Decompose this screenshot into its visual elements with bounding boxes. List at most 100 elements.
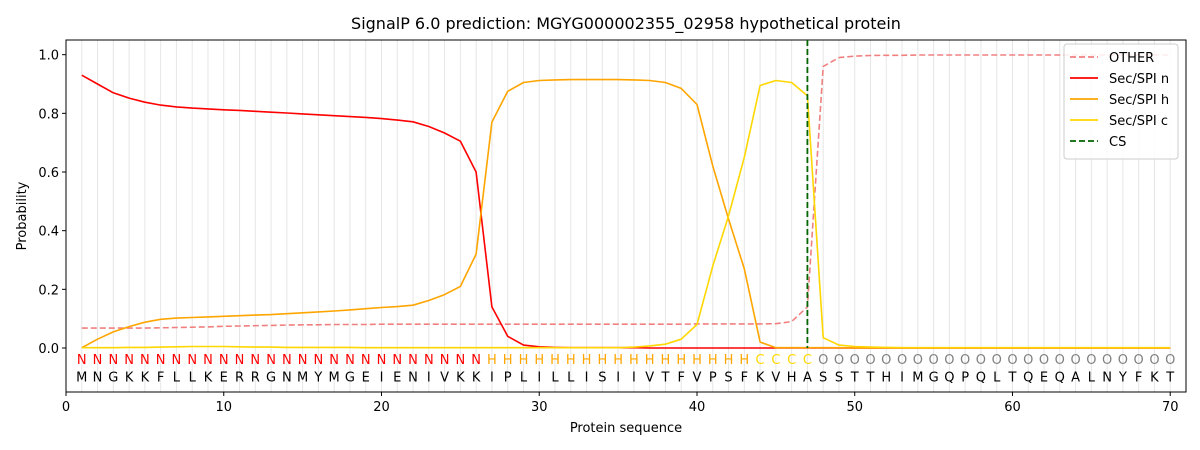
region-label: O	[1070, 353, 1080, 368]
region-label: O	[818, 353, 828, 368]
region-label: O	[1165, 353, 1175, 368]
region-label: O	[944, 353, 954, 368]
series-sec-spi-n	[81, 74, 1171, 349]
legend-box	[1063, 43, 1179, 160]
residue-label: R	[251, 371, 260, 386]
region-label: H	[692, 353, 702, 368]
region-label: N	[329, 353, 339, 368]
residue-label: V	[645, 371, 654, 386]
residue-label: K	[456, 371, 465, 386]
residue-label: E	[1040, 371, 1048, 386]
residue-label: I	[616, 371, 620, 386]
region-label: N	[187, 353, 197, 368]
region-label: O	[834, 353, 844, 368]
region-label: N	[172, 353, 182, 368]
region-label: N	[440, 353, 450, 368]
residue-label: K	[1150, 371, 1159, 386]
residue-label: T	[850, 371, 859, 386]
region-label: O	[865, 353, 875, 368]
residue-label: G	[345, 371, 355, 386]
residue-label: L	[173, 371, 181, 386]
residue-label: M	[297, 371, 308, 386]
region-label: O	[1086, 353, 1096, 368]
region-label: H	[661, 353, 671, 368]
region-label: N	[203, 353, 213, 368]
residue-label: T	[866, 371, 875, 386]
residue-label: L	[1088, 371, 1096, 386]
residue-label: K	[125, 371, 134, 386]
series-other	[81, 54, 1171, 329]
residue-label: T	[1165, 371, 1174, 386]
region-label: N	[377, 353, 387, 368]
region-label: C	[803, 353, 812, 368]
region-label: N	[235, 353, 245, 368]
legend: OTHER Sec/SPI n Sec/SPI h Sec/SPI c CS	[1063, 43, 1179, 160]
region-label: N	[282, 353, 292, 368]
x-tick-label: 40	[689, 400, 706, 415]
residue-label: N	[1102, 371, 1112, 386]
region-label: N	[156, 353, 166, 368]
region-label: O	[1149, 353, 1159, 368]
residue-label: H	[881, 371, 891, 386]
residue-label: N	[282, 371, 292, 386]
residue-label: Y	[1118, 371, 1127, 386]
residue-label: A	[1071, 371, 1080, 386]
residue-label: M	[912, 371, 923, 386]
region-label: N	[408, 353, 418, 368]
region-label: N	[345, 353, 355, 368]
region-label: H	[519, 353, 529, 368]
region-label: O	[1039, 353, 1049, 368]
residue-label: N	[408, 371, 418, 386]
residue-label: Q	[976, 371, 986, 386]
residue-label: M	[329, 371, 340, 386]
residue-label: P	[961, 371, 969, 386]
y-tick-label: 0.2	[38, 283, 59, 298]
region-label: H	[566, 353, 576, 368]
residue-label: I	[537, 371, 541, 386]
region-label: H	[739, 353, 749, 368]
sequence-annotation: NMNNNGNKNKNFNLNLNKNENRNRNGNNNMNYNMNGNENI…	[76, 353, 1175, 386]
residue-label: S	[598, 371, 606, 386]
series-lines	[81, 40, 1171, 349]
region-label: N	[298, 353, 308, 368]
y-tick-label: 0.0	[38, 342, 59, 357]
residue-label: L	[551, 371, 559, 386]
residue-label: S	[819, 371, 827, 386]
residue-label: E	[393, 371, 401, 386]
region-label: N	[471, 353, 481, 368]
region-label: O	[1134, 353, 1144, 368]
residue-label: M	[76, 371, 87, 386]
region-label: H	[676, 353, 686, 368]
x-tick-label: 30	[531, 400, 548, 415]
region-label: H	[487, 353, 497, 368]
residue-label: Y	[313, 371, 322, 386]
residue-label: A	[803, 371, 812, 386]
region-label: H	[597, 353, 607, 368]
region-label: O	[897, 353, 907, 368]
residue-label: I	[380, 371, 384, 386]
residue-label: F	[1135, 371, 1142, 386]
region-label: O	[976, 353, 986, 368]
y-tick-label: 0.4	[38, 225, 59, 240]
residue-label: Q	[1023, 371, 1033, 386]
region-label: O	[1055, 353, 1065, 368]
series-sec-spi-c	[81, 79, 1171, 349]
y-tick-label: 0.8	[38, 107, 59, 122]
region-label: O	[1102, 353, 1112, 368]
region-label: O	[992, 353, 1002, 368]
residue-label: T	[660, 371, 669, 386]
x-tick-label: 0	[62, 400, 70, 415]
region-label: H	[645, 353, 655, 368]
residue-label: F	[677, 371, 684, 386]
residue-label: T	[1008, 371, 1017, 386]
residue-label: R	[235, 371, 244, 386]
residue-label: H	[787, 371, 797, 386]
region-label: N	[108, 353, 118, 368]
region-label: H	[582, 353, 592, 368]
residue-label: K	[756, 371, 765, 386]
region-label: N	[77, 353, 87, 368]
region-label: O	[1007, 353, 1017, 368]
residue-label: F	[157, 371, 164, 386]
residue-label: G	[108, 371, 118, 386]
